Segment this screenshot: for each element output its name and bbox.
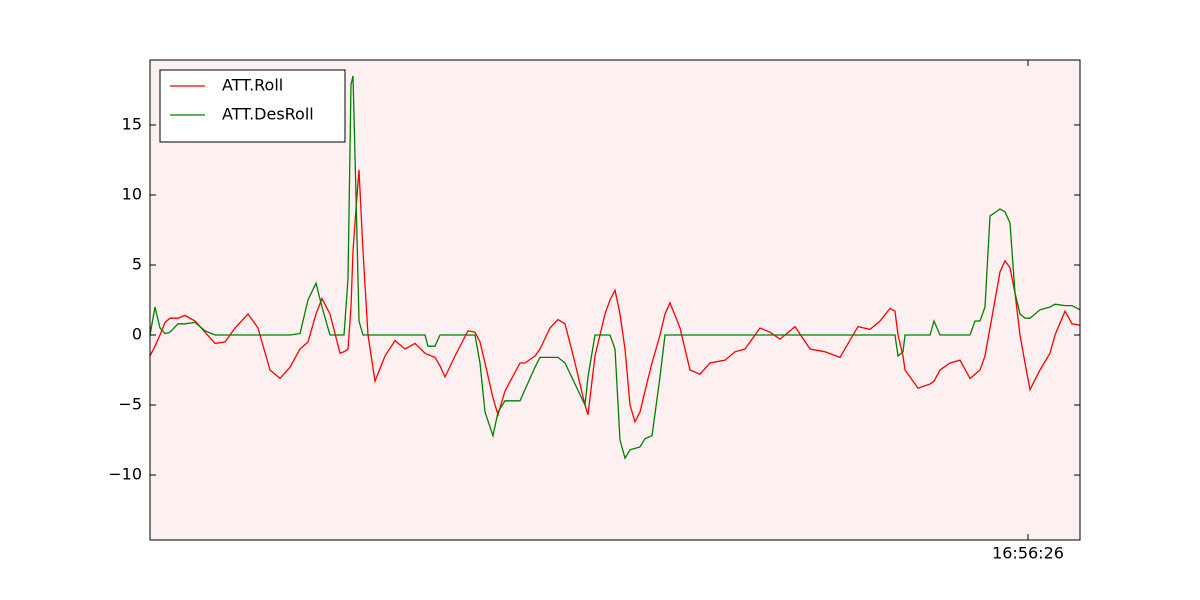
legend-label: ATT.DesRoll <box>222 105 314 124</box>
y-tick-label: 15 <box>122 114 142 133</box>
y-tick-label: 0 <box>132 325 142 344</box>
x-tick-label: 16:56:26 <box>992 544 1064 563</box>
y-tick-label: −5 <box>118 395 142 414</box>
series-line <box>149 169 1081 424</box>
y-tick-label: 5 <box>132 254 142 273</box>
legend-label: ATT.Roll <box>222 76 283 95</box>
y-tick-label: 10 <box>122 184 142 203</box>
series-line <box>149 75 1081 460</box>
plot-frame <box>149 59 1081 541</box>
legend-box <box>159 69 346 143</box>
y-tick-label: −10 <box>108 465 142 484</box>
